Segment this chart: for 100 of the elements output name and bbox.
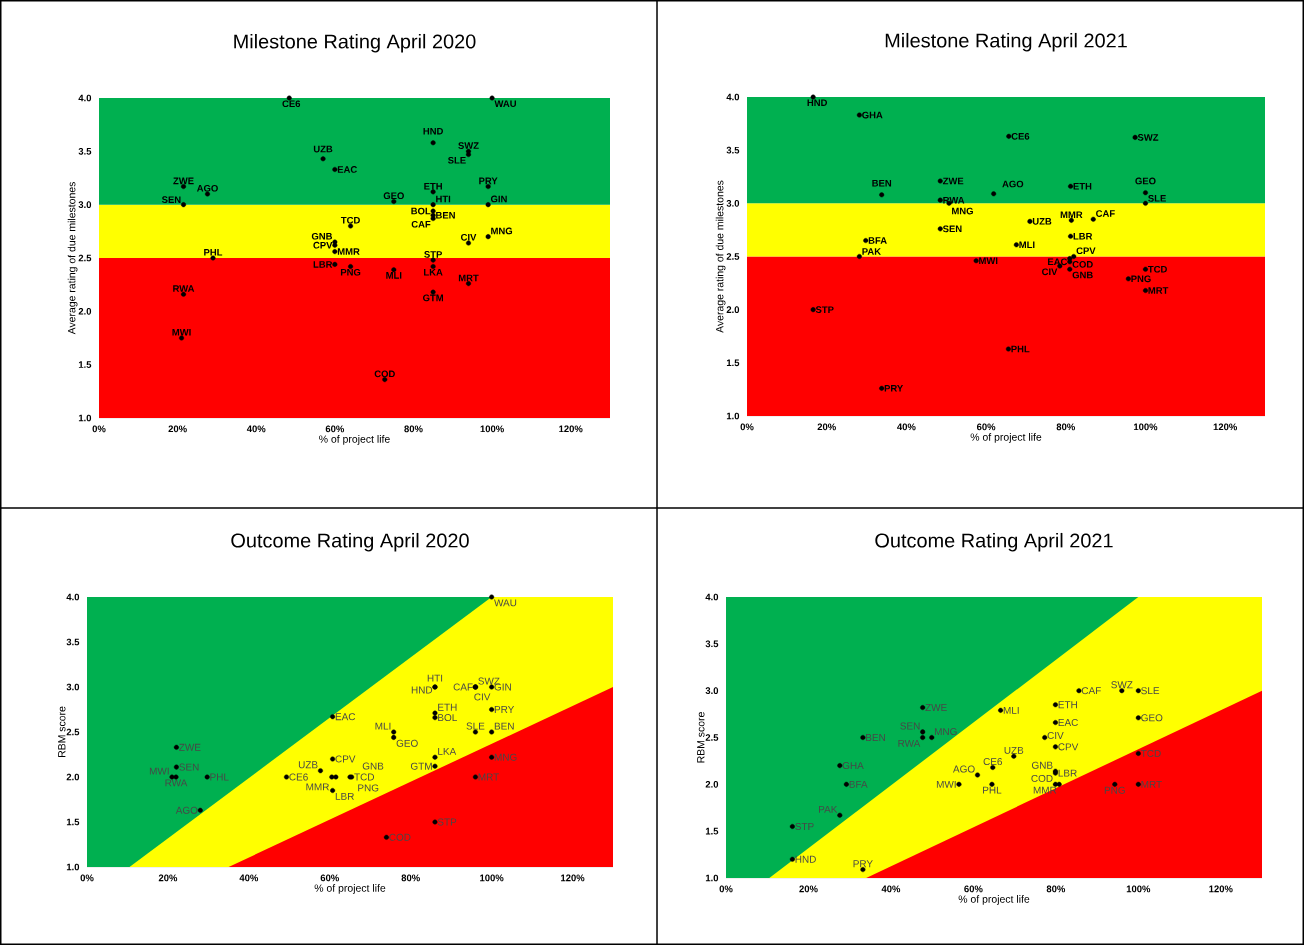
y-tick-label: 4.0 [66, 593, 80, 601]
annotation: GEO [383, 192, 404, 200]
annotation: EAC [335, 713, 356, 721]
annotation: PRY [494, 706, 515, 713]
x-tick-label: 20% [799, 885, 818, 893]
annotation: ETH [438, 703, 457, 711]
annotation: MWI [979, 257, 998, 264]
annotation: BOL [438, 714, 457, 722]
annotation: STP [424, 251, 442, 258]
y-axis-title: RBM score [58, 706, 66, 758]
y-tick-label: 3.5 [78, 147, 92, 155]
annotation: GNB [1031, 761, 1053, 769]
y-tick-label: 2.5 [705, 734, 719, 741]
annotation: CAF [1096, 210, 1115, 217]
annotation: HND [411, 686, 433, 694]
annotation: BOL [411, 207, 431, 215]
x-axis-title: % of project life [970, 433, 1042, 443]
chart-title: Milestone Rating April 2020 [234, 33, 476, 53]
annotation: WAU [494, 100, 516, 107]
y-tick-label: 1.0 [66, 863, 80, 871]
y-tick-label: 2.0 [726, 306, 740, 314]
x-tick-label: 80% [401, 874, 420, 882]
x-tick-label: 60% [320, 874, 339, 882]
annotation: HND [807, 99, 828, 106]
annotation: MRT [1148, 287, 1169, 294]
annotation: LBR [1073, 233, 1093, 240]
annotation: RWA [165, 779, 188, 787]
annotation: PRY [884, 385, 904, 392]
x-tick-label: 100% [480, 874, 504, 882]
annotation: GHA [842, 762, 864, 770]
y-tick-label: 2.0 [78, 307, 92, 315]
annotation: PNG [1104, 786, 1125, 794]
x-tick-label: 40% [897, 423, 916, 431]
annotation: CAF [453, 683, 473, 691]
x-tick-label: 80% [1056, 423, 1076, 431]
annotation: ZWE [942, 177, 964, 185]
annotation: GNB [311, 232, 333, 240]
annotation: PNG [1131, 275, 1151, 283]
x-axis-title: % of project life [958, 895, 1030, 905]
annotation: STP [795, 822, 814, 831]
annotation: HTI [427, 674, 443, 682]
x-tick-label: 60% [325, 425, 345, 433]
annotation: ZWE [925, 704, 947, 711]
annotation: HND [795, 855, 816, 863]
x-tick-label: 120% [561, 874, 585, 882]
annotation: STP [437, 818, 457, 826]
annotation: CE6 [282, 100, 301, 108]
annotation: CPV [313, 241, 333, 249]
annotation: TCD [340, 216, 360, 224]
annotation: AGO [953, 765, 975, 773]
annotation: LKA [438, 747, 457, 755]
x-tick-label: 0% [92, 425, 106, 433]
x-tick-label: 120% [559, 425, 583, 433]
y-axis-title: Average rating of due milestones [67, 182, 78, 335]
annotation: CPV [1076, 247, 1096, 255]
annotation: SEN [161, 196, 181, 204]
chart-title: Milestone Rating April 2021 [885, 32, 1127, 52]
annotation: SLE [466, 722, 485, 730]
y-tick-label: 3.5 [726, 146, 740, 154]
annotation: CPV [335, 755, 356, 763]
annotation: MWI [149, 767, 169, 775]
annotation: BEN [494, 722, 514, 730]
annotation: PNG [340, 268, 361, 276]
annotation: MNG [494, 753, 517, 761]
chart-title: Outcome Rating April 2021 [875, 532, 1113, 552]
annotation: GHA [862, 111, 883, 119]
x-axis-title: % of project life [319, 435, 390, 445]
annotation: PHL [204, 249, 223, 256]
annotation: CAF [1081, 687, 1101, 695]
annotation: MMR [1060, 211, 1083, 218]
annotation: MLI [375, 722, 391, 730]
x-tick-label: 40% [881, 885, 901, 893]
annotation: WAU [494, 599, 517, 607]
annotation: MNG [491, 227, 513, 235]
annotation: CIV [461, 233, 477, 241]
annotation: SLE [1148, 194, 1166, 202]
annotation: COD [1072, 261, 1093, 268]
annotation: SWZ [1137, 134, 1159, 141]
annotation: HTI [436, 195, 451, 203]
annotation: CIV [1047, 731, 1064, 740]
annotation: LBR [1058, 769, 1077, 777]
annotation: GTM [423, 294, 443, 302]
annotation: CAF [411, 220, 431, 228]
annotation: GTM [410, 762, 432, 770]
annotation: MWI [936, 780, 956, 788]
annotation: BEN [866, 734, 885, 741]
y-tick-label: 1.5 [726, 359, 740, 367]
annotation: STP [815, 306, 834, 314]
annotation: GEO [1141, 714, 1163, 722]
annotation: PAK [819, 805, 838, 813]
x-tick-label: 60% [964, 885, 983, 893]
x-tick-label: 100% [480, 425, 504, 433]
annotation: MMR [306, 783, 329, 791]
annotation: EAC [1048, 258, 1068, 266]
y-tick-label: 2.0 [66, 773, 80, 781]
annotation: BEN [872, 179, 892, 187]
annotation: AGO [196, 184, 218, 192]
y-tick-label: 1.0 [78, 414, 92, 422]
annotation: GIN [494, 683, 511, 691]
annotation: MNG [952, 207, 973, 215]
